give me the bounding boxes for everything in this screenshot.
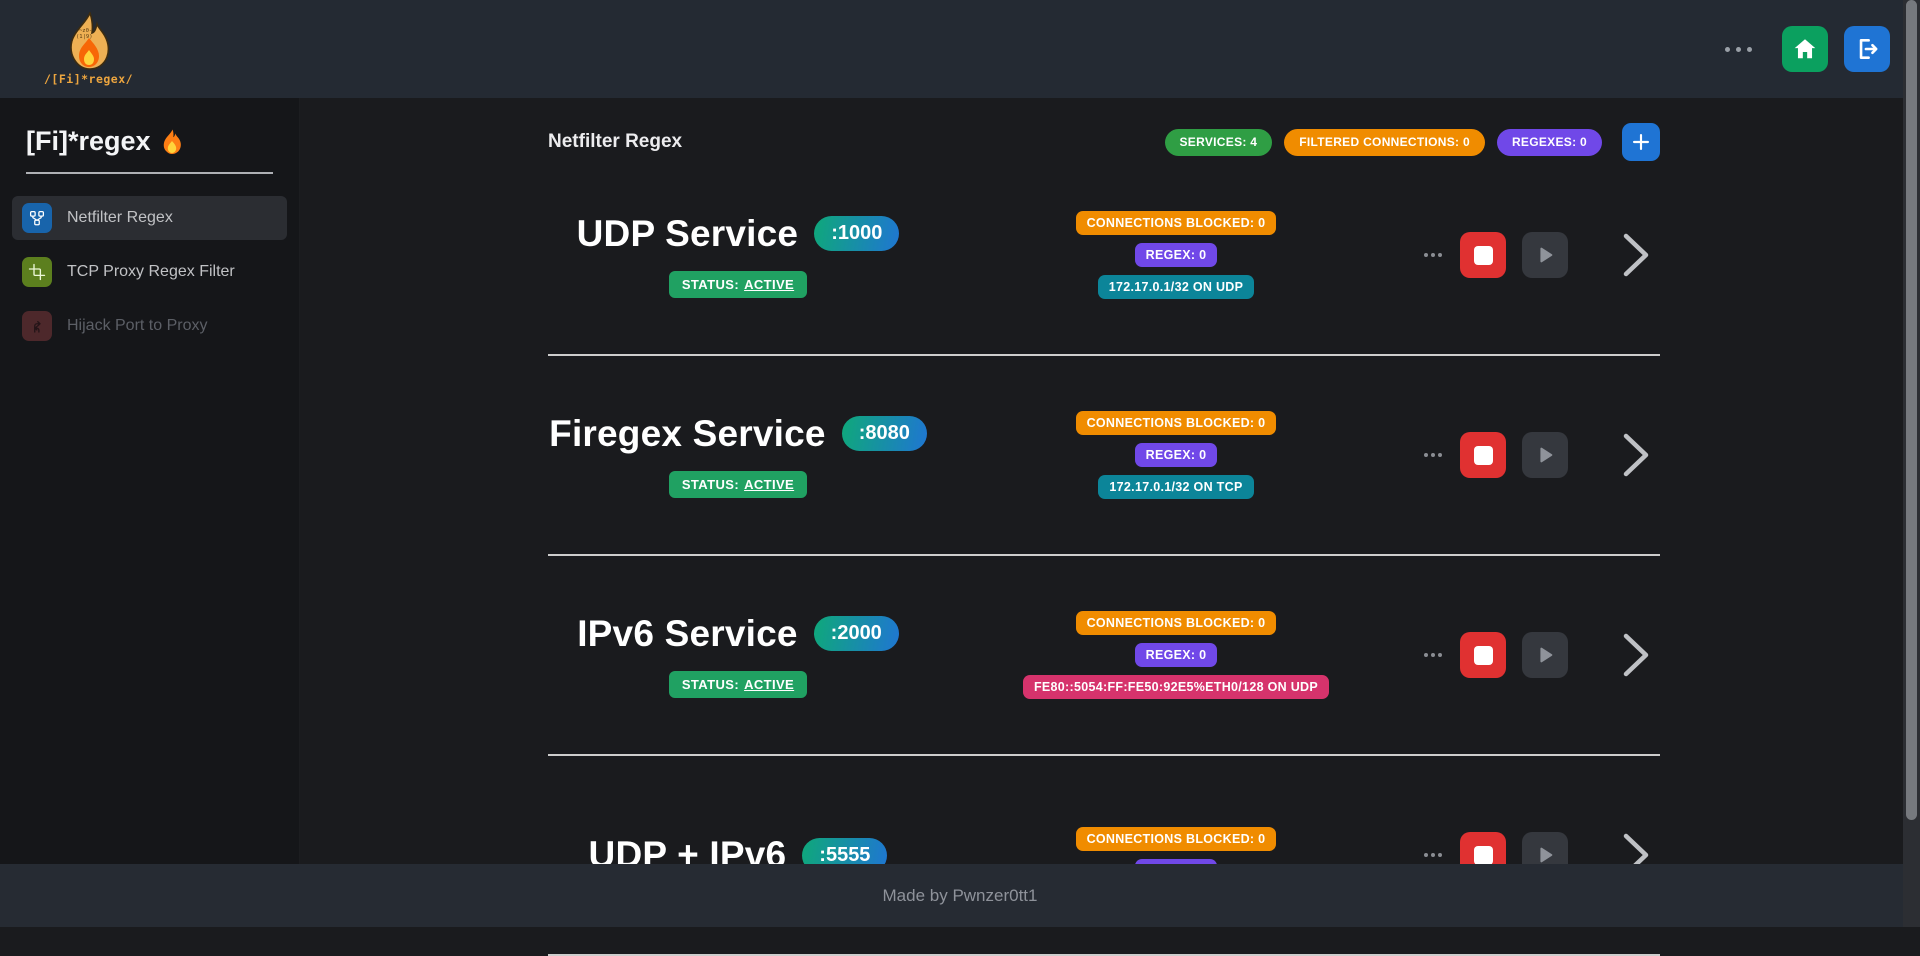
add-service-button[interactable] bbox=[1622, 123, 1660, 161]
crop-icon bbox=[22, 257, 52, 287]
plus-icon bbox=[1629, 130, 1653, 154]
regex-count-badge: REGEX: 0 bbox=[1135, 643, 1218, 667]
home-icon bbox=[1792, 36, 1818, 62]
service-menu-dots[interactable] bbox=[1424, 653, 1442, 657]
service-address-badge: FE80::5054:FF:FE50:92E5%ETH0/128 ON UDP bbox=[1023, 675, 1329, 699]
stop-service-button[interactable] bbox=[1460, 232, 1506, 278]
sidebar-item-netfilter-regex[interactable]: Netfilter Regex bbox=[12, 196, 287, 240]
service-port-badge: :2000 bbox=[814, 616, 899, 651]
play-icon bbox=[1534, 844, 1556, 866]
flame-logo-icon: ~z0- (1|9) bbox=[66, 12, 112, 70]
home-button[interactable] bbox=[1782, 26, 1828, 72]
service-address-badge: 172.17.0.1/32 ON TCP bbox=[1098, 475, 1253, 499]
footer: Made by Pwnzer0tt1 bbox=[0, 864, 1920, 927]
service-port-badge: :1000 bbox=[814, 216, 899, 251]
stop-icon bbox=[1474, 446, 1493, 465]
vertical-scrollbar[interactable] bbox=[1903, 0, 1920, 927]
service-details-chevron[interactable] bbox=[1616, 626, 1656, 684]
service-name: UDP Service bbox=[577, 213, 799, 255]
logout-icon bbox=[1854, 36, 1880, 62]
connections-blocked-badge: CONNECTIONS BLOCKED: 0 bbox=[1076, 411, 1277, 435]
flame-emoji-icon bbox=[162, 129, 182, 154]
start-service-button[interactable] bbox=[1522, 632, 1568, 678]
regex-count-badge: REGEX: 0 bbox=[1135, 443, 1218, 467]
logo-caption: /[Fi]*regex/ bbox=[44, 72, 133, 86]
footer-credit: Made by Pwnzer0tt1 bbox=[883, 886, 1038, 906]
service-port-badge: :8080 bbox=[842, 416, 927, 451]
play-icon bbox=[1534, 244, 1556, 266]
sidebar-item-label: Hijack Port to Proxy bbox=[67, 317, 207, 335]
scrollbar-thumb[interactable] bbox=[1906, 0, 1917, 820]
app-logo[interactable]: ~z0- (1|9) /[Fi]*regex/ bbox=[44, 12, 133, 86]
navbar-overflow-menu-icon[interactable] bbox=[1725, 47, 1752, 52]
service-status-badge: STATUS:ACTIVE bbox=[669, 671, 807, 698]
services-count-badge: SERVICES: 4 bbox=[1165, 129, 1273, 156]
network-fork-icon bbox=[22, 203, 52, 233]
play-icon bbox=[1534, 444, 1556, 466]
service-row: Firegex Service :8080 STATUS:ACTIVE CONN… bbox=[548, 356, 1660, 556]
main-content: Netfilter Regex SERVICES: 4 FILTERED CON… bbox=[300, 98, 1920, 927]
connections-blocked-badge: CONNECTIONS BLOCKED: 0 bbox=[1076, 827, 1277, 851]
play-icon bbox=[1534, 644, 1556, 666]
directions-icon bbox=[22, 311, 52, 341]
stop-icon bbox=[1474, 246, 1493, 265]
sidebar: [Fi]*regex Netfilter Regex bbox=[0, 98, 300, 864]
service-name: IPv6 Service bbox=[577, 613, 797, 655]
sidebar-title-text: [Fi]*regex bbox=[26, 126, 151, 157]
service-menu-dots[interactable] bbox=[1424, 853, 1442, 857]
page-title: Netfilter Regex bbox=[548, 131, 682, 153]
start-service-button[interactable] bbox=[1522, 432, 1568, 478]
service-row: UDP Service :1000 STATUS:ACTIVE CONNECTI… bbox=[548, 156, 1660, 356]
service-address-badge: 172.17.0.1/32 ON UDP bbox=[1098, 275, 1255, 299]
header-badges: SERVICES: 4 FILTERED CONNECTIONS: 0 REGE… bbox=[1165, 123, 1661, 161]
connections-blocked-badge: CONNECTIONS BLOCKED: 0 bbox=[1076, 211, 1277, 235]
service-status-badge: STATUS:ACTIVE bbox=[669, 271, 807, 298]
service-name: Firegex Service bbox=[549, 413, 826, 455]
service-details-chevron[interactable] bbox=[1616, 426, 1656, 484]
service-row: IPv6 Service :2000 STATUS:ACTIVE CONNECT… bbox=[548, 556, 1660, 756]
top-navbar: ~z0- (1|9) /[Fi]*regex/ bbox=[0, 0, 1920, 98]
sidebar-item-hijack-port-to-proxy[interactable]: Hijack Port to Proxy bbox=[12, 304, 287, 348]
regexes-count-badge: REGEXES: 0 bbox=[1497, 129, 1602, 156]
connections-blocked-badge: CONNECTIONS BLOCKED: 0 bbox=[1076, 611, 1277, 635]
service-menu-dots[interactable] bbox=[1424, 253, 1442, 257]
sidebar-item-tcp-proxy-regex-filter[interactable]: TCP Proxy Regex Filter bbox=[12, 250, 287, 294]
stop-service-button[interactable] bbox=[1460, 432, 1506, 478]
sidebar-divider bbox=[26, 172, 273, 174]
svg-text:(1|9): (1|9) bbox=[76, 34, 93, 40]
service-status-badge: STATUS:ACTIVE bbox=[669, 471, 807, 498]
stop-icon bbox=[1474, 646, 1493, 665]
start-service-button[interactable] bbox=[1522, 232, 1568, 278]
sidebar-title: [Fi]*regex bbox=[26, 126, 273, 157]
regex-count-badge: REGEX: 0 bbox=[1135, 243, 1218, 267]
service-details-chevron[interactable] bbox=[1616, 226, 1656, 284]
service-menu-dots[interactable] bbox=[1424, 453, 1442, 457]
stop-service-button[interactable] bbox=[1460, 632, 1506, 678]
sidebar-item-label: TCP Proxy Regex Filter bbox=[67, 263, 235, 281]
sidebar-item-label: Netfilter Regex bbox=[67, 209, 173, 227]
content-header: Netfilter Regex SERVICES: 4 FILTERED CON… bbox=[548, 128, 1660, 156]
stop-icon bbox=[1474, 846, 1493, 865]
logout-button[interactable] bbox=[1844, 26, 1890, 72]
filtered-connections-badge: FILTERED CONNECTIONS: 0 bbox=[1284, 129, 1485, 156]
sidebar-nav: Netfilter Regex TCP Proxy Regex Filter H… bbox=[0, 196, 299, 348]
